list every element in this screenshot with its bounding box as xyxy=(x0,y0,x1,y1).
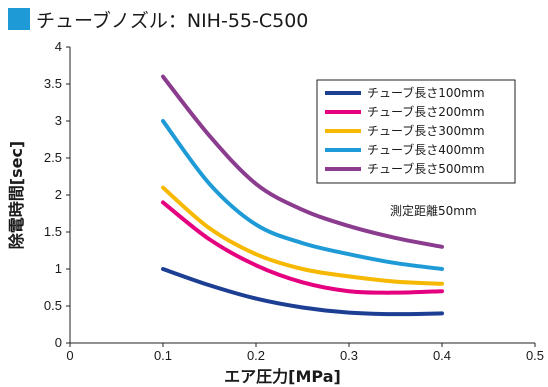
series-line xyxy=(161,200,444,295)
series-line xyxy=(161,267,444,317)
legend-label: チューブ長さ300mm xyxy=(367,123,485,138)
series-line xyxy=(161,119,444,271)
title-square-icon xyxy=(8,8,30,30)
x-tick-label: 0.5 xyxy=(526,348,544,363)
x-tick-label: 0.2 xyxy=(247,348,265,363)
y-tick-label: 3.5 xyxy=(44,76,62,91)
chart-title: チューブノズル：NIH-55-C500 xyxy=(8,6,308,32)
x-axis-label: エア圧力[MPa] xyxy=(224,367,341,386)
y-axis-label: 除電時間[sec] xyxy=(7,141,26,250)
y-tick-label: 2 xyxy=(55,187,62,202)
chart-title-text: チューブノズル：NIH-55-C500 xyxy=(36,9,309,32)
y-tick-label: 1.5 xyxy=(44,224,62,239)
series-line xyxy=(161,185,444,286)
y-tick-label: 0 xyxy=(55,335,62,350)
series-lines xyxy=(161,74,444,317)
x-tick-label: 0 xyxy=(66,348,73,363)
legend-label: チューブ長さ200mm xyxy=(367,104,485,119)
legend: チューブ長さ100mm チューブ長さ200mm チューブ長さ300mm チューブ長さ4… xyxy=(316,79,516,184)
measurement-note: 測定距離50mm xyxy=(390,203,477,218)
legend-label: チューブ長さ500mm xyxy=(367,161,485,176)
legend-label: チューブ長さ400mm xyxy=(367,142,485,157)
y-tick-label: 1 xyxy=(55,261,62,276)
y-tick-label: 4 xyxy=(55,39,62,54)
legend-label: チューブ長さ100mm xyxy=(367,85,485,100)
x-axis-ticks: 0 0.1 0.2 0.3 0.4 0.5 xyxy=(66,343,544,363)
y-tick-label: 3 xyxy=(55,113,62,128)
x-tick-label: 0.4 xyxy=(433,348,451,363)
y-tick-label: 0.5 xyxy=(44,298,62,313)
y-tick-label: 2.5 xyxy=(44,150,62,165)
series-line xyxy=(161,74,444,249)
y-axis-ticks: 0 0.5 1 1.5 2 2.5 3 3.5 4 xyxy=(44,39,70,350)
x-tick-label: 0.1 xyxy=(154,348,172,363)
x-tick-label: 0.3 xyxy=(340,348,358,363)
